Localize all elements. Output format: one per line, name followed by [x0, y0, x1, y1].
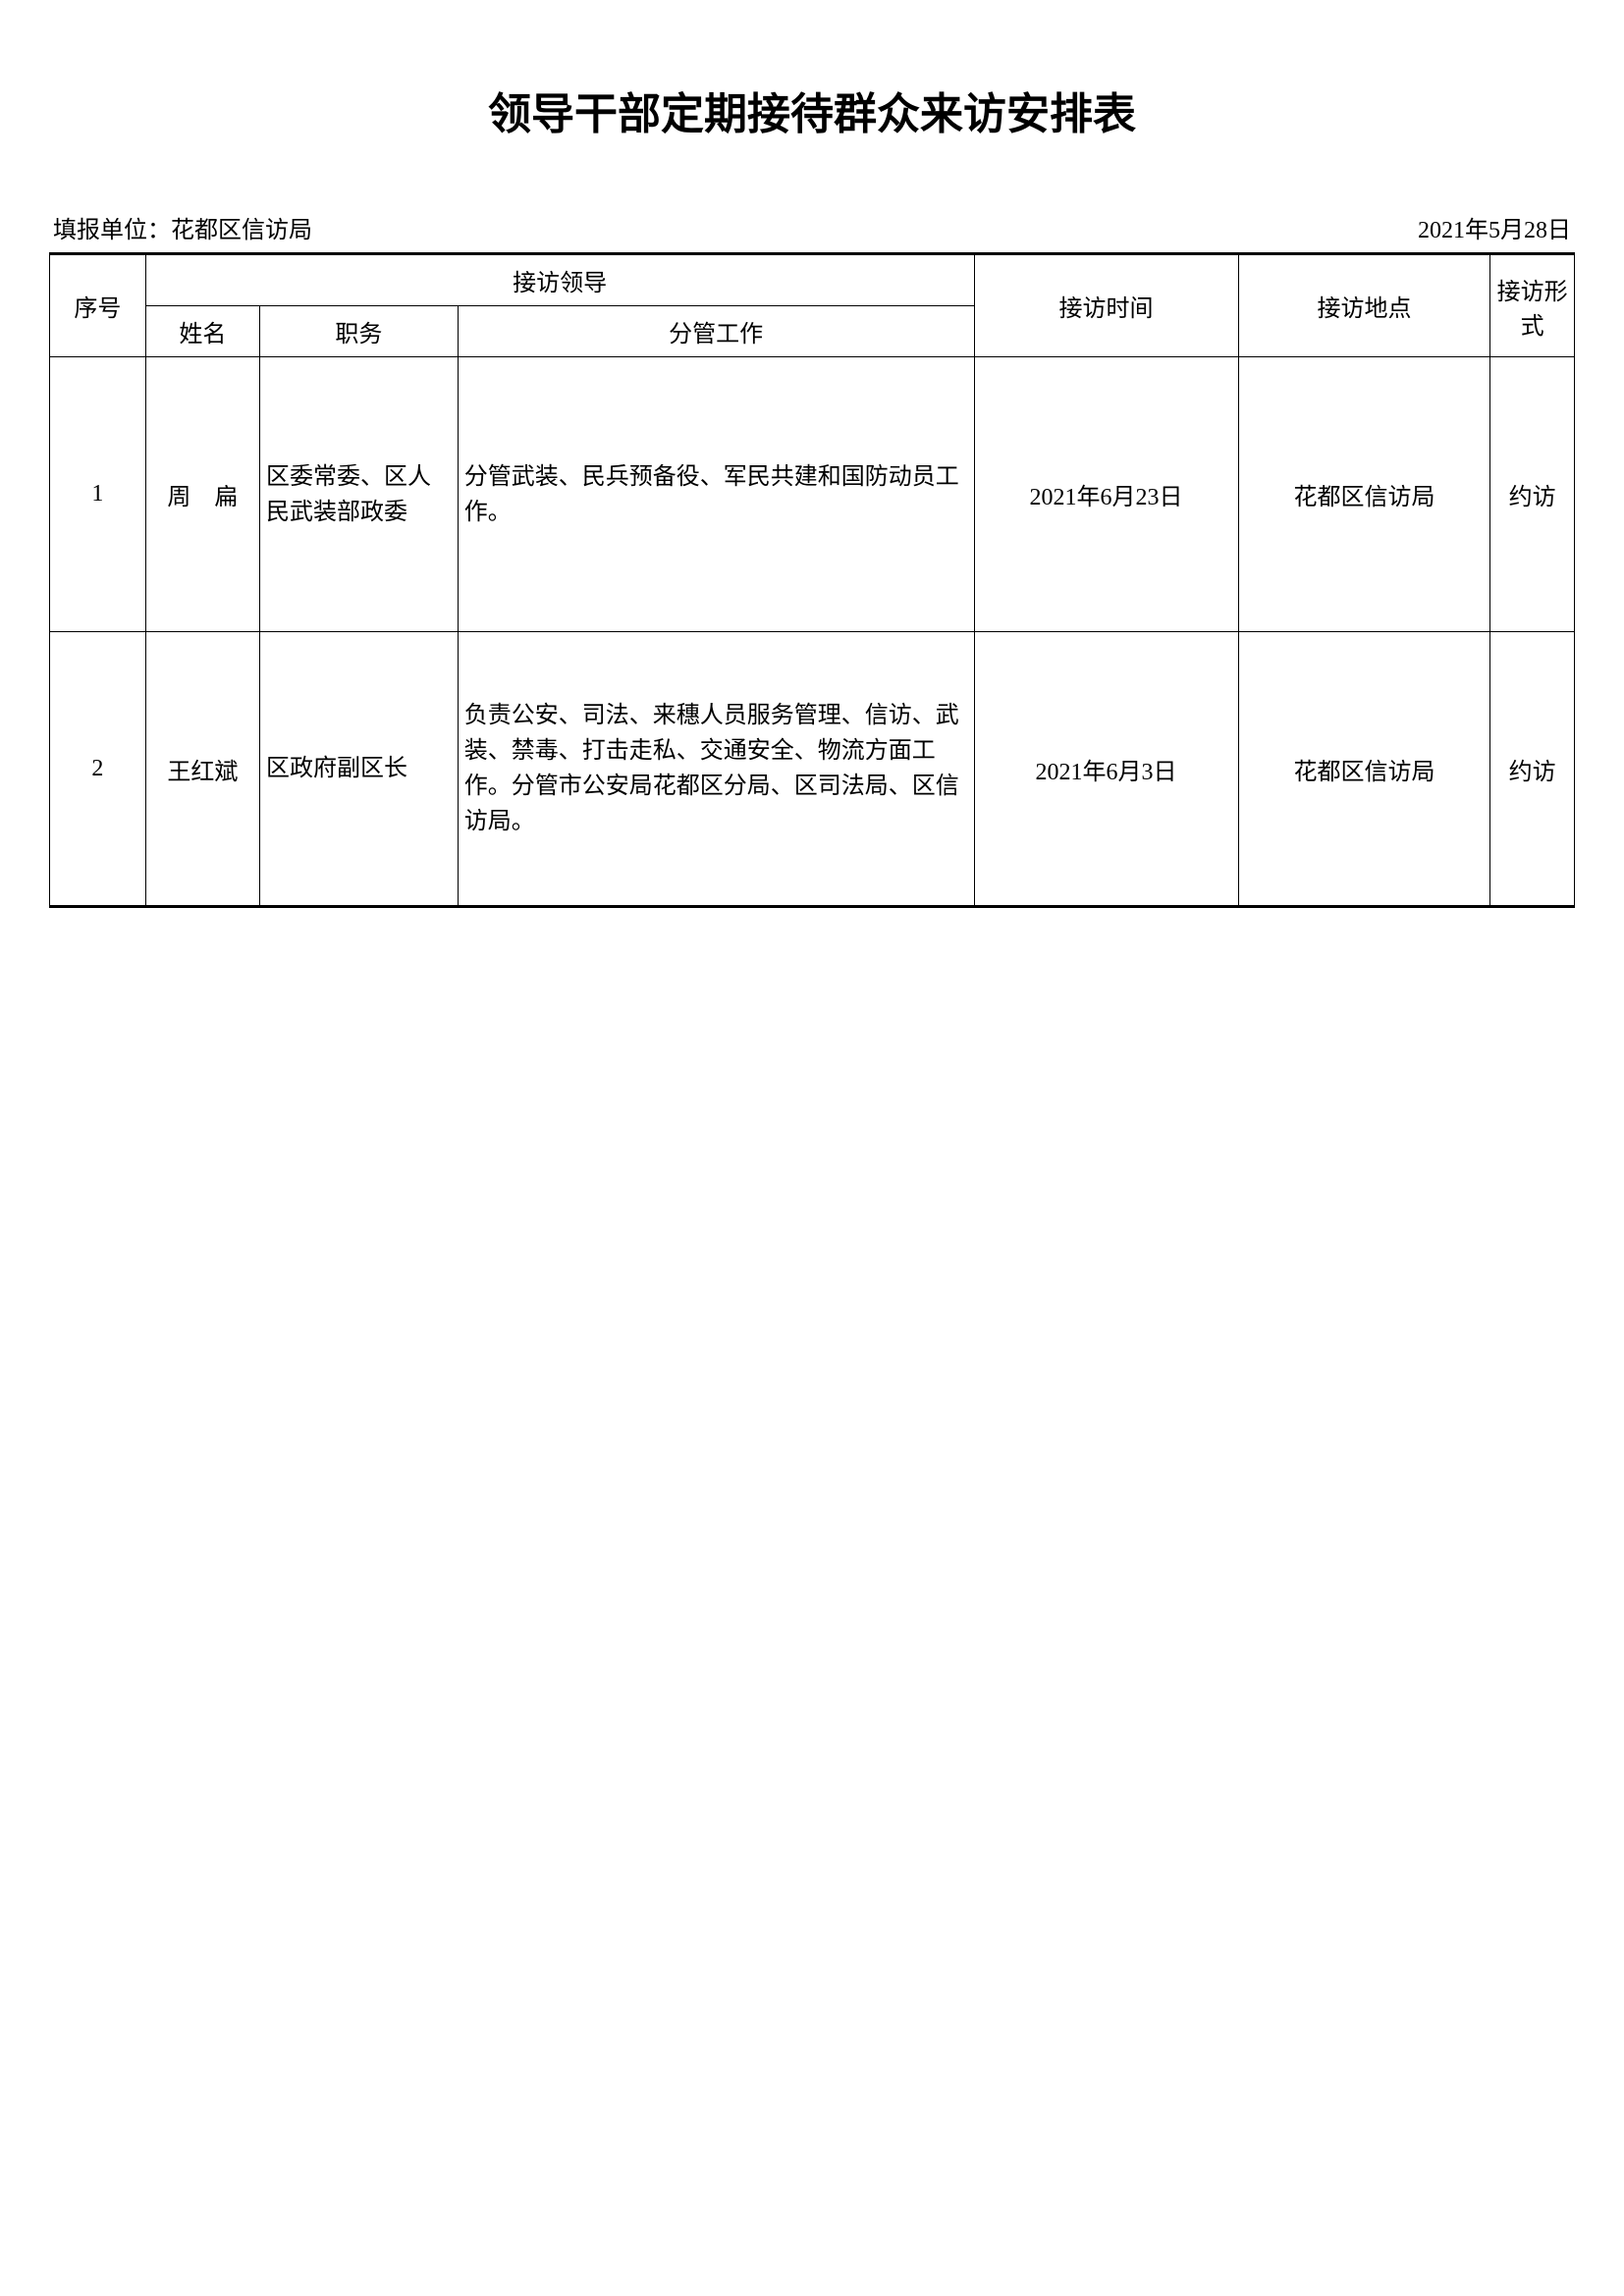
cell-work: 负责公安、司法、来穗人员服务管理、信访、武装、禁毒、打击走私、交通安全、物流方面… [458, 632, 974, 907]
header-work: 分管工作 [458, 306, 974, 357]
header-seq: 序号 [50, 254, 146, 357]
cell-name: 王红斌 [145, 632, 259, 907]
header-position: 职务 [259, 306, 458, 357]
schedule-table: 序号 接访领导 接访时间 接访地点 接访形式 姓名 职务 分管工作 1 周 扁 … [49, 252, 1575, 908]
cell-form: 约访 [1490, 357, 1575, 632]
table-header: 序号 接访领导 接访时间 接访地点 接访形式 姓名 职务 分管工作 [50, 254, 1575, 357]
unit-label: 填报单位：花都区信访局 [53, 210, 312, 244]
cell-location: 花都区信访局 [1238, 357, 1490, 632]
cell-time: 2021年6月23日 [974, 357, 1238, 632]
cell-position: 区政府副区长 [259, 632, 458, 907]
page-title: 领导干部定期接待群众来访安排表 [49, 79, 1575, 141]
report-date: 2021年5月28日 [1418, 210, 1571, 244]
cell-position: 区委常委、区人民武装部政委 [259, 357, 458, 632]
header-time: 接访时间 [974, 254, 1238, 357]
cell-time: 2021年6月3日 [974, 632, 1238, 907]
table-row: 1 周 扁 区委常委、区人民武装部政委 分管武装、民兵预备役、军民共建和国防动员… [50, 357, 1575, 632]
cell-work: 分管武装、民兵预备役、军民共建和国防动员工作。 [458, 357, 974, 632]
cell-seq: 1 [50, 357, 146, 632]
meta-row: 填报单位：花都区信访局 2021年5月28日 [49, 210, 1575, 244]
cell-form: 约访 [1490, 632, 1575, 907]
cell-location: 花都区信访局 [1238, 632, 1490, 907]
table-body: 1 周 扁 区委常委、区人民武装部政委 分管武装、民兵预备役、军民共建和国防动员… [50, 357, 1575, 907]
cell-name: 周 扁 [145, 357, 259, 632]
header-location: 接访地点 [1238, 254, 1490, 357]
header-leader-group: 接访领导 [145, 254, 974, 306]
table-row: 2 王红斌 区政府副区长 负责公安、司法、来穗人员服务管理、信访、武装、禁毒、打… [50, 632, 1575, 907]
cell-seq: 2 [50, 632, 146, 907]
header-name: 姓名 [145, 306, 259, 357]
header-form: 接访形式 [1490, 254, 1575, 357]
